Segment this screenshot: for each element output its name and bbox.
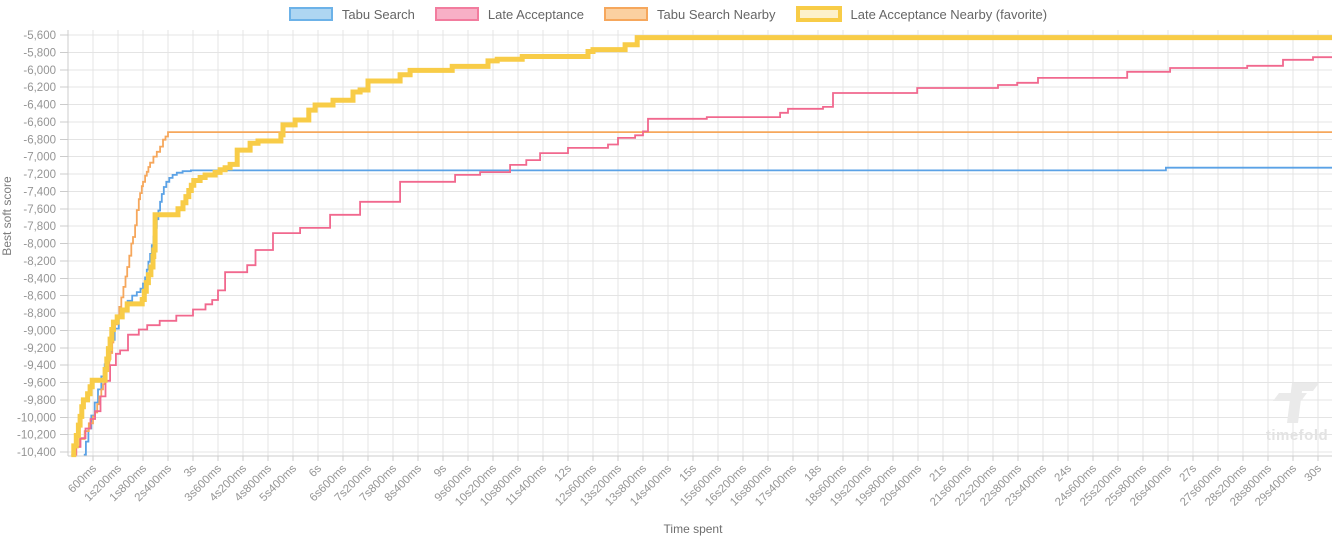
legend-item-late-acceptance[interactable]: Late Acceptance xyxy=(434,6,585,22)
x-tick-label: 9s xyxy=(432,462,449,479)
y-tick-label: -9,000 xyxy=(23,325,56,337)
y-tick-label: -6,800 xyxy=(23,134,56,146)
legend-swatch-icon xyxy=(604,7,649,21)
y-tick-label: -8,000 xyxy=(23,239,56,251)
chart-legend: Tabu Search Late Acceptance Tabu Search Ne… xyxy=(0,6,1336,22)
y-tick-label: -10,200 xyxy=(17,430,56,442)
y-tick-label: -7,800 xyxy=(23,221,56,233)
legend-item-tabu-search-nearby[interactable]: Tabu Search Nearby xyxy=(604,7,776,22)
legend-label: Late Acceptance xyxy=(487,6,585,22)
y-tick-label: -9,800 xyxy=(23,395,56,407)
series-line-tabu-search xyxy=(83,166,1332,456)
y-tick-label: -8,800 xyxy=(23,308,56,320)
y-tick-label: -7,000 xyxy=(23,152,56,164)
y-tick-label: -8,200 xyxy=(23,256,56,268)
y-tick-label: -9,400 xyxy=(23,360,56,372)
series-line-tabu-search-nearby xyxy=(71,131,1332,456)
series-line-late-acceptance xyxy=(72,56,1332,456)
y-tick-label: -6,000 xyxy=(23,65,56,77)
y-axis-title: Best soft score xyxy=(0,176,14,256)
legend-item-tabu-search[interactable]: Tabu Search xyxy=(288,6,415,22)
y-tick-label: -9,200 xyxy=(23,343,56,355)
y-tick-label: -10,000 xyxy=(17,412,56,424)
x-axis-title: Time spent xyxy=(663,522,723,536)
y-tick-label: -8,600 xyxy=(23,291,56,303)
y-tick-label: -7,400 xyxy=(23,186,56,198)
legend-swatch-icon xyxy=(434,7,479,21)
y-tick-label: -6,200 xyxy=(23,82,56,94)
legend-swatch-icon xyxy=(795,6,842,22)
y-tick-label: -5,600 xyxy=(23,30,56,42)
y-tick-label: -8,400 xyxy=(23,273,56,285)
y-tick-label: -7,600 xyxy=(23,204,56,216)
legend-label: Tabu Search Nearby xyxy=(657,6,776,22)
x-tick-label: 3s xyxy=(182,462,199,479)
y-tick-label: -6,600 xyxy=(23,117,56,129)
x-tick-label: 6s xyxy=(307,462,324,479)
legend-swatch-icon xyxy=(288,7,333,21)
y-tick-label: -10,400 xyxy=(17,447,56,459)
series-line-late-acceptance-nearby-favorite xyxy=(71,35,1332,458)
y-tick-label: -6,400 xyxy=(23,100,56,112)
legend-item-late-acceptance-nearby-favorite[interactable]: Late Acceptance Nearby (favorite) xyxy=(795,6,1048,22)
y-tick-label: -5,800 xyxy=(23,47,56,59)
y-tick-label: -9,600 xyxy=(23,378,56,390)
y-tick-label: -7,200 xyxy=(23,169,56,181)
x-tick-label: 30s xyxy=(1303,462,1325,484)
legend-label: Tabu Search xyxy=(341,6,415,22)
legend-label: Late Acceptance Nearby (favorite) xyxy=(850,6,1048,22)
